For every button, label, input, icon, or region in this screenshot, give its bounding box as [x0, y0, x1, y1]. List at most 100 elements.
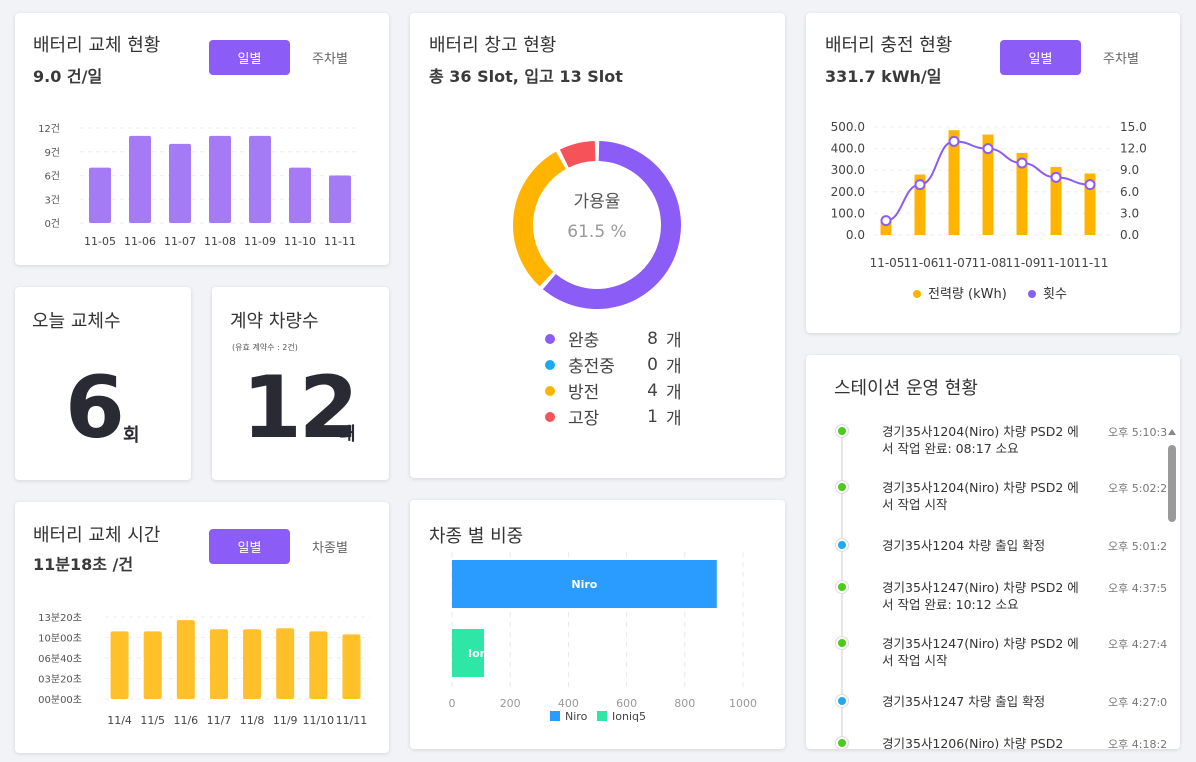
- station-ops-card: 스테이션 운영 현황 경기35사1204(Niro) 차량 PSD2 에서 작업…: [806, 355, 1180, 749]
- contract-vehicle-card: 계약 차량수 (유효 계약수 : 2건) 12 대: [212, 287, 389, 480]
- timeline-dot-icon: [836, 581, 848, 593]
- legend-unit: 개: [666, 383, 682, 403]
- bar: [129, 135, 151, 223]
- x-tick-label: 200: [500, 697, 521, 710]
- today-swap-value: 6: [65, 358, 125, 458]
- y-right-tick-label: 15.0: [1120, 120, 1147, 134]
- timeline-time: 오후 4:27:4: [1108, 638, 1168, 651]
- x-tick-label: 11-09: [1006, 256, 1041, 270]
- bar: [1016, 152, 1028, 235]
- weekly-button[interactable]: 주차별: [312, 52, 348, 67]
- legend-swatch: [550, 711, 560, 721]
- legend-dot-icon: [545, 359, 555, 370]
- today-swap-card: 오늘 교체수 6 회: [15, 287, 191, 480]
- timeline-text: 경기35사1247(Niro) 차량 PSD2 에서 작업 시작: [882, 636, 1079, 668]
- donut-slice: [559, 141, 596, 168]
- legend-item: 완충 8 개: [545, 326, 682, 351]
- scrollbar-thumb[interactable]: [1168, 445, 1176, 522]
- swap-time-title: 배터리 교체 시간: [33, 525, 161, 546]
- scrollbar-track[interactable]: [1167, 427, 1178, 749]
- model-bar-chart: 0 200 400 600 800 1000 Niro Ioni Niro Ioniq5: [449, 552, 757, 723]
- x-tick-label: 11/8: [240, 714, 265, 727]
- daily-button[interactable]: 일별: [209, 40, 290, 75]
- x-tick-label: 11/11: [336, 714, 368, 727]
- contract-vehicle-unit: 대: [339, 424, 356, 445]
- line-point: [1016, 157, 1028, 169]
- x-tick-label: 0: [449, 697, 456, 710]
- x-tick-label: 11-07: [938, 256, 973, 270]
- station-ops-title: 스테이션 운영 현황: [834, 378, 978, 399]
- model-ratio-title: 차종 별 비중: [429, 526, 524, 547]
- legend-dot-icon: [545, 385, 555, 396]
- daily-button[interactable]: 일별: [209, 529, 290, 564]
- charge-card: 배터리 충전 현황 331.7 kWh/일 일별 주차별 0.0 0.0 100.0…: [806, 13, 1180, 333]
- x-tick-label: 11/4: [107, 714, 132, 727]
- bar: [452, 560, 717, 608]
- legend-label: Ioniq5: [612, 710, 646, 723]
- line-point: [880, 215, 892, 227]
- daily-button[interactable]: 일별: [1000, 40, 1081, 75]
- charge-value: 331.7 kWh/일: [825, 67, 942, 86]
- y-tick-label: 3건: [44, 194, 60, 206]
- timeline-text: 경기35사1247 차량 출입 확정: [882, 694, 1046, 709]
- contract-vehicle-title: 계약 차량수: [230, 311, 319, 332]
- swap-time-card: 배터리 교체 시간 11분18초 /건 일별 차종별 00분00초 03분20초 0…: [15, 502, 389, 753]
- y-left-tick-label: 400.0: [831, 142, 865, 156]
- legend-unit: 개: [666, 357, 682, 377]
- bar: [243, 629, 262, 699]
- x-tick-label: 1000: [729, 697, 757, 710]
- legend-unit: 개: [666, 409, 682, 429]
- x-tick-label: 11-10: [1040, 256, 1075, 270]
- line-point: [982, 143, 994, 155]
- line-point: [1084, 179, 1096, 191]
- donut-center-label: 가용율: [573, 192, 621, 212]
- swap-status-title: 배터리 교체 현황: [33, 35, 161, 56]
- by-model-button[interactable]: 차종별: [312, 541, 348, 556]
- legend-dot-icon: [545, 333, 555, 344]
- legend-label: 고장: [568, 409, 600, 429]
- legend-dot-icon: [1028, 290, 1036, 298]
- bar: [169, 143, 191, 223]
- y-right-tick-label: 12.0: [1120, 142, 1147, 156]
- y-right-tick-label: 9.0: [1120, 163, 1139, 177]
- line-point: [1050, 171, 1062, 183]
- bar-label: Ioni: [468, 647, 491, 660]
- storage-donut-chart: [513, 141, 681, 309]
- scroll-up-arrow-icon[interactable]: [1168, 429, 1176, 435]
- contract-vehicle-value: 12: [242, 358, 359, 458]
- bar: [143, 631, 162, 699]
- charge-combo-chart: 0.0 0.0 100.0 3.0 200.0 6.0 300.0 9.0 400.0 12.0 5…: [831, 120, 1147, 302]
- x-tick-label: 11/5: [140, 714, 165, 727]
- x-tick-label: 800: [674, 697, 695, 710]
- legend-item: 충전중 0 개: [545, 352, 682, 377]
- legend-swatch: [597, 711, 607, 721]
- timeline-time: 오후 5:02:2: [1108, 482, 1168, 495]
- bar: [452, 629, 485, 677]
- x-tick-label: 11-09: [244, 235, 276, 248]
- timeline-text: 경기35사1204(Niro) 차량 PSD2 에서 작업 시작: [882, 480, 1079, 512]
- timeline-time: 오후 5:01:2: [1108, 540, 1168, 553]
- x-tick-label: 400: [558, 697, 579, 710]
- bar: [176, 620, 195, 699]
- y-right-tick-label: 6.0: [1120, 185, 1139, 199]
- bar: [276, 628, 295, 699]
- timeline-time: 오후 5:10:3: [1108, 426, 1168, 439]
- model-ratio-card: 차종 별 비중 0 200 400 600 800 1000 Niro Ioni Niro Ion…: [410, 500, 785, 749]
- weekly-button[interactable]: 주차별: [1103, 52, 1139, 67]
- bar: [110, 631, 129, 699]
- bar: [309, 631, 328, 699]
- x-tick-label: 11-06: [904, 256, 939, 270]
- bar-label: Niro: [571, 578, 597, 591]
- legend-label: 완충: [568, 331, 600, 351]
- x-tick-label: 11-07: [164, 235, 196, 248]
- timeline-dot-icon: [836, 637, 848, 649]
- legend-label: 방전: [568, 383, 600, 403]
- y-tick-label: 0건: [44, 218, 60, 230]
- swap-time-bar-chart: 00분00초 03분20초 06분40초 10분00초 13분20초 11/4 11/5 11…: [38, 612, 370, 727]
- x-tick-label: 11-11: [324, 235, 356, 248]
- y-tick-label: 6건: [44, 171, 60, 183]
- bar: [982, 134, 994, 235]
- legend-label: 횟수: [1043, 287, 1067, 302]
- line-point: [948, 135, 960, 147]
- donut-slice: [542, 141, 681, 309]
